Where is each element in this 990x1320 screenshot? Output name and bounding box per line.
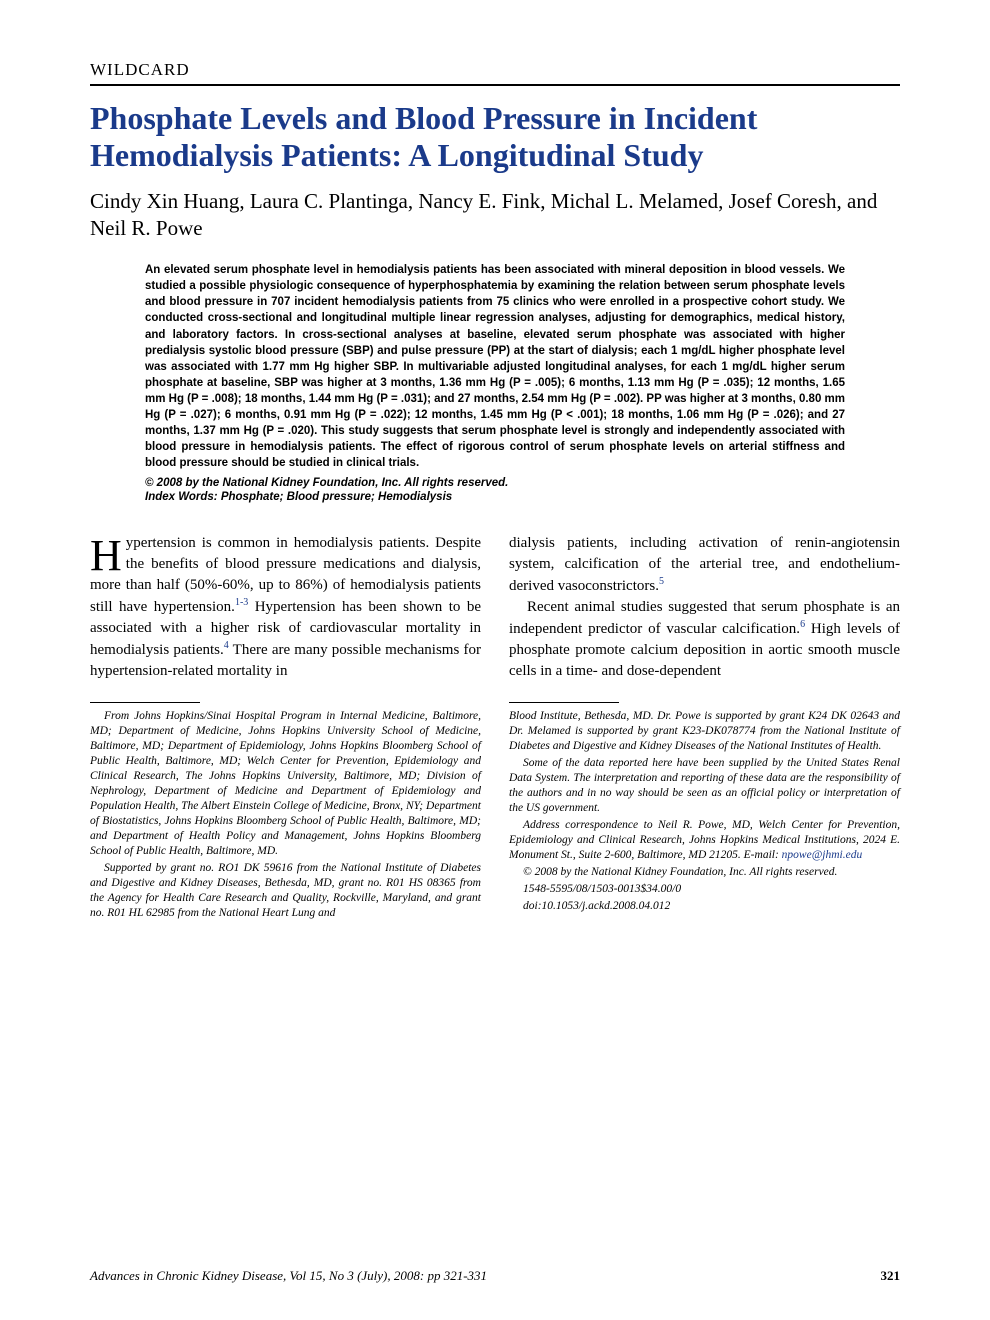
body-text: dialysis patients, including activation … [509, 535, 900, 594]
body-para-1-cont: dialysis patients, including activation … [509, 533, 900, 597]
body-columns: Hypertension is common in hemodialysis p… [90, 533, 900, 682]
citation-ref: 5 [659, 576, 664, 587]
footnote-rules [90, 702, 900, 709]
footnote-correspondence: Address correspondence to Neil R. Powe, … [509, 818, 900, 863]
dropcap: H [90, 533, 126, 574]
footnote-rule-left [90, 702, 200, 703]
footnote-col-left: From Johns Hopkins/Sinai Hospital Progra… [90, 709, 481, 922]
footnote-copyright: © 2008 by the National Kidney Foundation… [509, 865, 900, 880]
footnote-doi: doi:10.1053/j.ackd.2008.04.012 [509, 899, 900, 914]
footnote-affiliations: From Johns Hopkins/Sinai Hospital Progra… [90, 709, 481, 858]
page-footer: Advances in Chronic Kidney Disease, Vol … [90, 1268, 900, 1284]
title-rule [90, 84, 900, 86]
citation-ref: 1-3 [235, 597, 248, 608]
journal-citation: Advances in Chronic Kidney Disease, Vol … [90, 1268, 487, 1284]
footnote-funding-cont: Blood Institute, Bethesda, MD. Dr. Powe … [509, 709, 900, 754]
page-number: 321 [881, 1268, 901, 1284]
article-abstract: An elevated serum phosphate level in hem… [90, 262, 900, 471]
footnote-col-right: Blood Institute, Bethesda, MD. Dr. Powe … [509, 709, 900, 922]
footnote-funding: Supported by grant no. RO1 DK 59616 from… [90, 861, 481, 921]
body-col-left: Hypertension is common in hemodialysis p… [90, 533, 481, 682]
footnote-disclaimer: Some of the data reported here have been… [509, 756, 900, 816]
section-label: WILDCARD [90, 60, 900, 80]
copyright-line: © 2008 by the National Kidney Foundation… [90, 477, 900, 489]
footnote-issn: 1548-5595/08/1503-0013$34.00/0 [509, 882, 900, 897]
index-words: Index Words: Phosphate; Blood pressure; … [90, 491, 900, 503]
body-col-right: dialysis patients, including activation … [509, 533, 900, 682]
correspondence-email[interactable]: npowe@jhmi.edu [782, 849, 863, 861]
body-para-2: Recent animal studies suggested that ser… [509, 597, 900, 682]
footnote-rule-right [509, 702, 619, 703]
footnotes: From Johns Hopkins/Sinai Hospital Progra… [90, 709, 900, 922]
body-para-1: Hypertension is common in hemodialysis p… [90, 533, 481, 682]
article-title: Phosphate Levels and Blood Pressure in I… [90, 100, 900, 174]
article-authors: Cindy Xin Huang, Laura C. Plantinga, Nan… [90, 188, 900, 243]
